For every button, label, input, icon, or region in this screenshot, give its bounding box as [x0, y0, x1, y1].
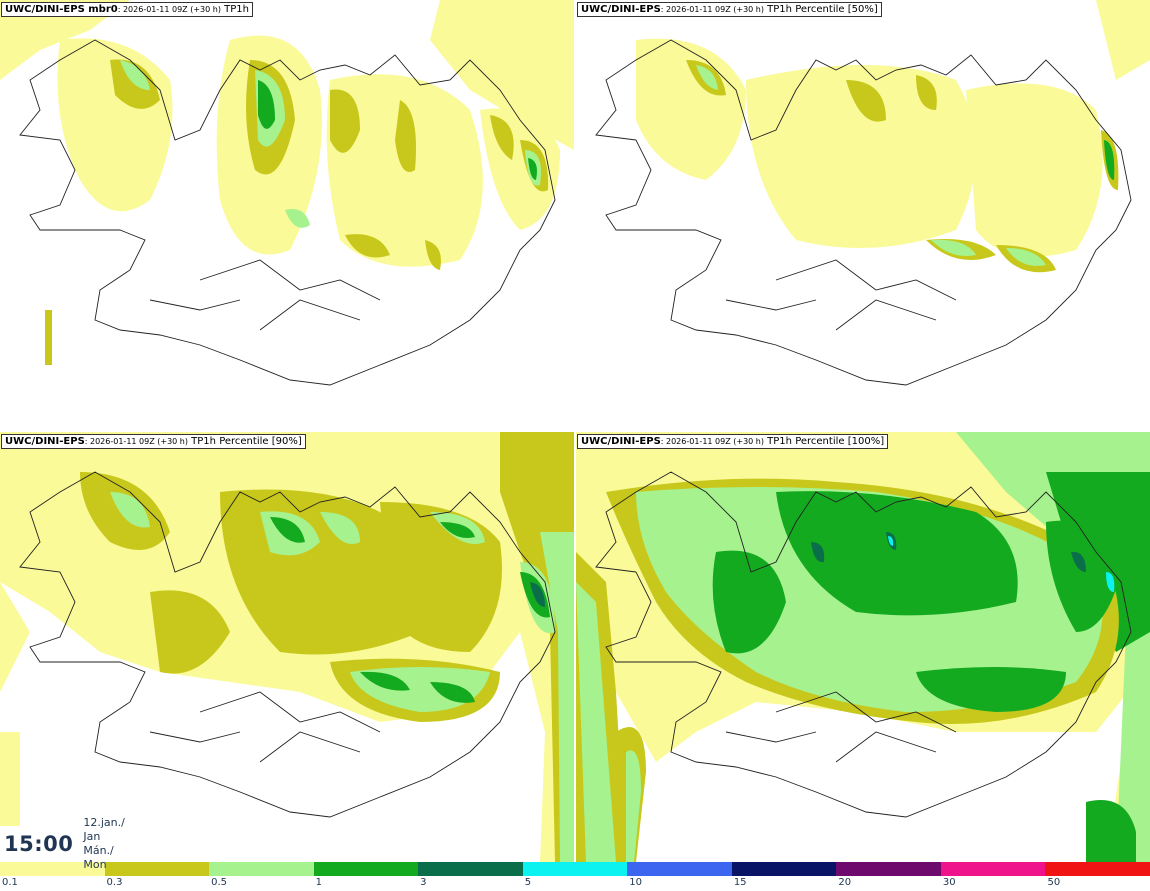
coastline	[595, 39, 1132, 386]
colorbar-tick-label: 20	[838, 877, 852, 888]
map-panel-p100: UWC/DINI-EPS: 2026-01-11 09Z (+30 h) TP1…	[576, 432, 1150, 862]
colorbar-segment	[940, 862, 1046, 876]
colorbar-tick-label: 0.3	[106, 877, 123, 888]
colorbar-segment	[313, 862, 419, 876]
precip-map-p50	[595, 0, 1150, 386]
colorbar-tick-label: 0.1	[2, 877, 18, 888]
precip-field	[0, 0, 574, 365]
colorbar-tick-label: 30	[942, 877, 956, 888]
map-panel-p90: UWC/DINI-EPS: 2026-01-11 09Z (+30 h) TP1…	[0, 432, 574, 862]
colorbar-tick-label: 3	[420, 877, 427, 888]
precip-field	[636, 0, 1150, 273]
map-panel-member0: UWC/DINI-EPS mbr0: 2026-01-11 09Z (+30 h…	[0, 0, 574, 430]
map-panel-p50: UWC/DINI-EPS: 2026-01-11 09Z (+30 h) TP1…	[576, 0, 1150, 430]
valid-date-line2: Mán./ Mon	[83, 844, 114, 871]
valid-date: 12.jan./ Jan Mán./ Mon	[83, 816, 131, 872]
precip-field	[576, 432, 1150, 862]
valid-time: 15:00	[4, 832, 74, 856]
colorbar-segment	[209, 862, 314, 876]
panel-title: UWC/DINI-EPS: 2026-01-11 09Z (+30 h) TP1…	[577, 2, 882, 17]
coastline	[595, 471, 1132, 818]
coastline	[19, 471, 556, 818]
colorbar-tick-label: 10	[629, 877, 642, 888]
precip-field	[0, 432, 574, 862]
colorbar-tick-label: 15	[733, 877, 747, 888]
colorbar-tick-label: 5	[524, 877, 532, 888]
colorbar-tick-label: 0.5	[211, 877, 227, 888]
colorbar-tick-label: 50	[1047, 877, 1061, 888]
panel-title: UWC/DINI-EPS mbr0: 2026-01-11 09Z (+30 h…	[1, 2, 253, 17]
panel-divider-horizontal	[0, 430, 1150, 432]
panel-title: UWC/DINI-EPS: 2026-01-11 09Z (+30 h) TP1…	[1, 434, 306, 449]
colorbar-ticks: 0.1 0.3 0.5 1 3 5 10 15 20 30 50	[0, 876, 1150, 891]
colorbar-tick-label: 1	[315, 877, 322, 888]
precip-colorbar	[0, 862, 1150, 876]
colorbar-segment	[731, 862, 837, 876]
panel-title: UWC/DINI-EPS: 2026-01-11 09Z (+30 h) TP1…	[577, 434, 889, 449]
colorbar-segment	[522, 862, 628, 876]
precip-map-member0	[0, 0, 574, 386]
precip-map-p100	[576, 432, 1150, 862]
colorbar-segment	[104, 862, 210, 876]
colorbar-segment	[1045, 862, 1150, 876]
colorbar-segment	[0, 862, 105, 876]
colorbar-segment	[836, 862, 941, 876]
coastline	[19, 39, 556, 386]
precip-map-p90	[0, 432, 574, 862]
valid-time-box: 15:00 12.jan./ Jan Mán./ Mon	[0, 816, 131, 871]
valid-date-line1: 12.jan./ Jan	[83, 816, 125, 843]
colorbar-segment	[418, 862, 523, 876]
colorbar-segment	[627, 862, 732, 876]
